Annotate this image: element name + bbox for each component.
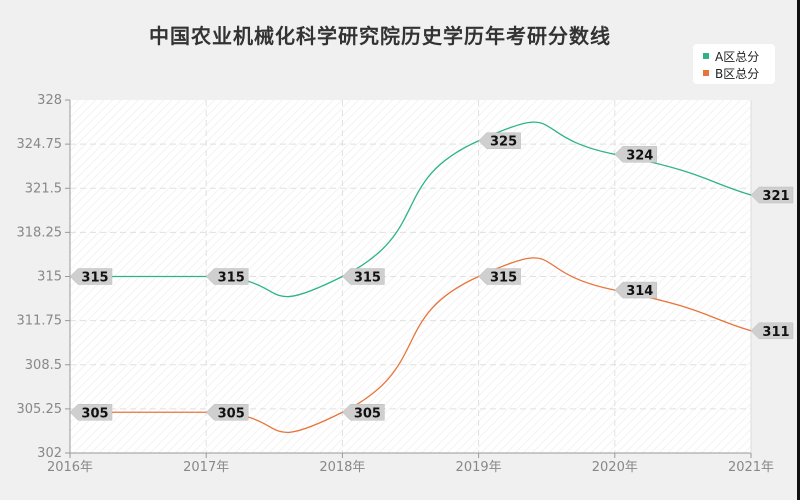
data-label-tag-icon bbox=[342, 404, 385, 421]
data-label: 314 bbox=[614, 281, 658, 299]
data-label-text: 315 bbox=[81, 271, 108, 286]
data-label: 315 bbox=[342, 268, 385, 286]
axes: 302 305.25 308.5 311.75 315 318.25 321.5 324.75… bbox=[17, 93, 775, 475]
x-tick-label: 2017年 bbox=[183, 460, 229, 475]
legend-item-a[interactable]: A区总分 bbox=[703, 48, 759, 64]
y-tick-label: 308.5 bbox=[25, 358, 62, 373]
chart-title: 中国农业机械化科学研究院历史学历年考研分数线 bbox=[149, 24, 611, 48]
data-label-tag-icon bbox=[478, 132, 521, 149]
data-label-text: 324 bbox=[626, 148, 653, 163]
y-tick-label: 302 bbox=[37, 446, 62, 461]
data-label: 321 bbox=[750, 186, 794, 204]
data-label: 311 bbox=[750, 322, 794, 340]
data-label-text: 321 bbox=[762, 189, 789, 204]
data-label: 305 bbox=[205, 404, 249, 421]
data-label-tag-icon bbox=[205, 268, 249, 285]
data-label: 305 bbox=[342, 404, 385, 421]
legend-label-a: A区总分 bbox=[715, 49, 760, 64]
data-label-tag-icon bbox=[205, 404, 249, 421]
data-labels: 315 315 315 325 324 321 305 305 305 315 314 311 bbox=[69, 132, 794, 421]
x-tick-label: 2016年 bbox=[47, 460, 93, 475]
data-label-text: 315 bbox=[490, 271, 517, 286]
window-edge bbox=[797, 0, 800, 500]
data-label-tag-icon bbox=[478, 268, 521, 285]
y-tick-label: 311.75 bbox=[17, 314, 63, 329]
data-label-text: 315 bbox=[354, 271, 381, 286]
legend-item-b[interactable]: B区总分 bbox=[703, 65, 759, 81]
data-label: 305 bbox=[69, 404, 113, 421]
data-label-tag-icon bbox=[342, 268, 385, 285]
data-label-tag-icon bbox=[750, 186, 794, 204]
data-label-text: 305 bbox=[354, 406, 381, 421]
y-tick-label: 321.5 bbox=[25, 181, 62, 196]
x-tick-label: 2018年 bbox=[319, 460, 365, 475]
data-label: 324 bbox=[614, 146, 658, 163]
legend-swatch-b-icon bbox=[703, 70, 709, 76]
y-tick-label: 324.75 bbox=[17, 137, 63, 152]
data-label-tag-icon bbox=[69, 268, 113, 285]
data-label-text: 305 bbox=[218, 406, 245, 421]
legend: A区总分 B区总分 bbox=[693, 44, 775, 84]
data-label: 315 bbox=[205, 268, 249, 286]
data-label-text: 311 bbox=[762, 325, 789, 340]
data-label: 325 bbox=[478, 132, 521, 150]
data-label-tag-icon bbox=[750, 322, 794, 340]
data-label-text: 314 bbox=[626, 284, 653, 299]
x-tick-label: 2020年 bbox=[592, 460, 638, 475]
x-tick-label: 2021年 bbox=[728, 460, 774, 475]
legend-label-b: B区总分 bbox=[715, 66, 760, 81]
y-tick-label: 318.25 bbox=[17, 225, 63, 240]
data-label-text: 305 bbox=[81, 406, 108, 421]
y-tick-label: 315 bbox=[37, 270, 62, 285]
x-tick-label: 2019年 bbox=[456, 460, 502, 475]
data-label: 315 bbox=[478, 268, 521, 286]
data-label: 315 bbox=[69, 268, 113, 286]
data-label-tag-icon bbox=[69, 404, 113, 421]
data-label-text: 325 bbox=[490, 135, 517, 150]
legend-swatch-a-icon bbox=[703, 53, 709, 59]
data-label-tag-icon bbox=[614, 146, 658, 163]
y-tick-label: 328 bbox=[37, 93, 62, 108]
y-tick-label: 305.25 bbox=[17, 402, 63, 417]
data-label-text: 315 bbox=[218, 271, 245, 286]
data-label-tag-icon bbox=[614, 281, 658, 299]
